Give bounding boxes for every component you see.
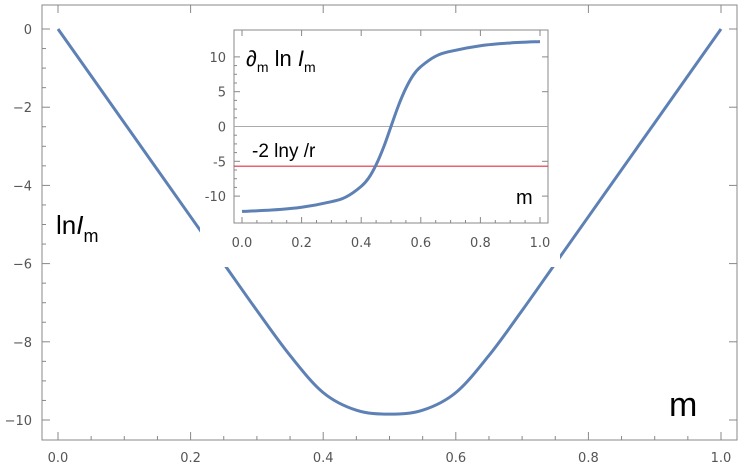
main-x-tick-label: 0.6 xyxy=(445,451,466,466)
main-y-tick-label: −10 xyxy=(5,414,32,429)
main-y-tick-label: −4 xyxy=(13,179,32,194)
inset-y-tick-label: 0 xyxy=(218,121,226,136)
main-axes: 0.0 0.2 0.4 0.6 0.8 1.0 0 −2 −4 −6 −8 −10 xyxy=(5,5,737,466)
inset-xlabel: m xyxy=(516,187,533,209)
main-x-tick-label: 0.0 xyxy=(48,451,69,466)
main-xlabel: m xyxy=(669,386,697,424)
main-ylabel: lnIm xyxy=(56,210,98,246)
inset-x-tick-label: 0.2 xyxy=(291,236,312,251)
inset-y-tick-label: -10 xyxy=(205,190,226,205)
main-y-tick-label: −8 xyxy=(13,336,32,351)
main-x-tick-label: 0.8 xyxy=(578,451,599,466)
main-series-group xyxy=(56,28,723,416)
main-x-tick-label: 0.2 xyxy=(180,451,201,466)
inset-y-tick-label: 10 xyxy=(209,51,226,66)
inset-y-tick-label: 5 xyxy=(218,86,226,101)
main-y-tick-label: −6 xyxy=(13,258,32,273)
inset-x-tick-label: 0.8 xyxy=(470,236,491,251)
main-series-line xyxy=(56,28,723,416)
inset-hline-label: -2 lny /r xyxy=(252,141,316,162)
inset-series-group xyxy=(234,40,548,213)
inset-series-line xyxy=(241,40,541,213)
main-y-tick-label: −2 xyxy=(13,101,32,116)
main-y-tick-label: 0 xyxy=(24,23,32,38)
main-x-tick-label: 0.4 xyxy=(313,451,334,466)
inset-y-tick-label: -5 xyxy=(213,155,226,170)
main-x-tick-label: 1.0 xyxy=(711,451,732,466)
inset-ylabel: ∂m ln Im xyxy=(246,46,316,75)
inset-x-tick-label: 0.6 xyxy=(410,236,431,251)
inset-x-tick-label: 0.0 xyxy=(232,236,253,251)
inset-x-tick-label: 1.0 xyxy=(530,236,551,251)
inset-x-tick-label: 0.4 xyxy=(351,236,372,251)
inset-background xyxy=(200,25,560,267)
